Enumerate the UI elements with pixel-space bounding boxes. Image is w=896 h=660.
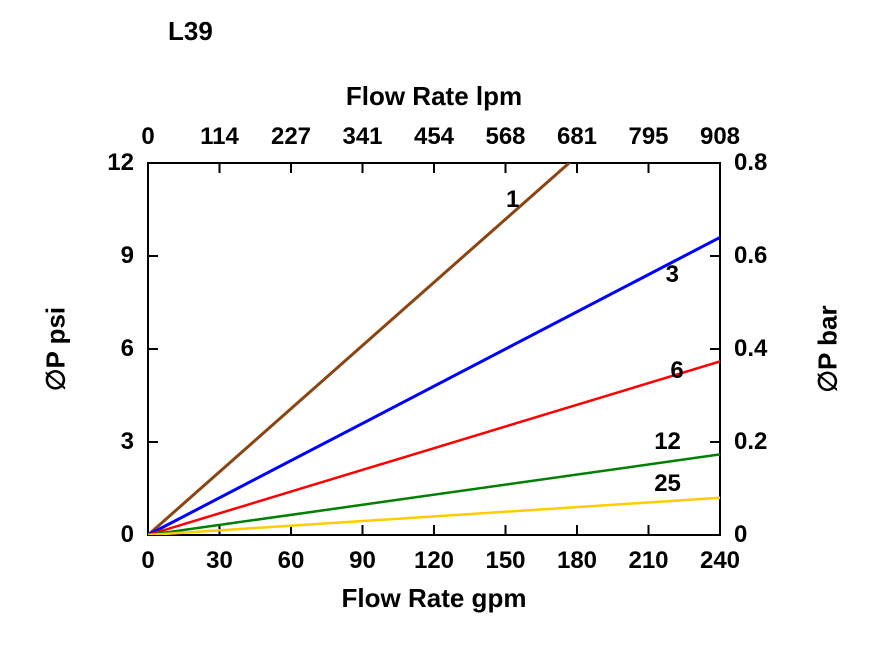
tick-right: 0: [734, 521, 747, 549]
tick-left: 12: [107, 149, 134, 177]
tick-left: 6: [121, 335, 134, 363]
chart-stage: L39 Flow Rate lpm Flow Rate gpm ∅P psi ∅…: [0, 0, 896, 660]
tick-right: 0.4: [734, 335, 767, 363]
tick-top: 795: [628, 123, 668, 151]
series-label: 6: [670, 357, 683, 385]
tick-bottom: 90: [349, 547, 376, 575]
tick-top: 908: [700, 123, 740, 151]
tick-bottom: 150: [485, 547, 525, 575]
tick-left: 3: [121, 428, 134, 456]
tick-bottom: 120: [414, 547, 454, 575]
tick-right: 0.8: [734, 149, 767, 177]
tick-bottom: 180: [557, 547, 597, 575]
tick-bottom: 60: [278, 547, 305, 575]
tick-top: 454: [414, 123, 454, 151]
tick-right: 0.6: [734, 242, 767, 270]
tick-top: 681: [557, 123, 597, 151]
tick-left: 0: [121, 521, 134, 549]
tick-top: 568: [485, 123, 525, 151]
series-label: 25: [654, 470, 681, 498]
series-label: 1: [506, 186, 519, 214]
tick-right: 0.2: [734, 428, 767, 456]
tick-top: 0: [141, 123, 154, 151]
tick-left: 9: [121, 242, 134, 270]
tick-bottom: 240: [700, 547, 740, 575]
series-label: 3: [666, 261, 679, 289]
tick-bottom: 0: [141, 547, 154, 575]
series-label: 12: [654, 428, 681, 456]
tick-bottom: 210: [628, 547, 668, 575]
tick-bottom: 30: [206, 547, 233, 575]
tick-top: 114: [200, 123, 239, 151]
tick-top: 341: [342, 123, 382, 151]
tick-top: 227: [271, 123, 311, 151]
